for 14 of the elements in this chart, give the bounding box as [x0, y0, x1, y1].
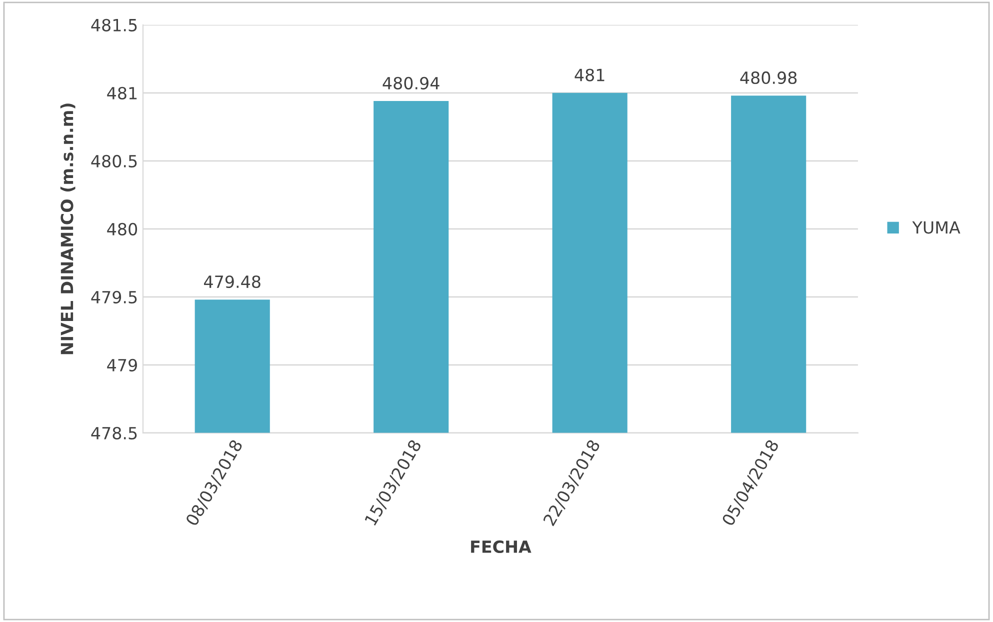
- y-tick-label: 480.5: [91, 154, 137, 168]
- data-label: 481: [574, 68, 604, 82]
- y-tick-label: 478.5: [91, 426, 137, 440]
- data-label: 480.94: [382, 76, 440, 90]
- y-tick-label: 481: [107, 86, 137, 100]
- y-tick-label: 481.5: [91, 18, 137, 32]
- legend-label: YUMA: [912, 221, 960, 234]
- data-label: 480.98: [740, 71, 797, 84]
- y-axis-title: NIVEL DINAMICO (m.s.n.m): [60, 104, 76, 354]
- y-tick-label: 480: [107, 222, 138, 236]
- x-axis-title: FECHA: [471, 540, 532, 554]
- data-label: 479.48: [204, 275, 260, 288]
- y-tick-label: 479.5: [91, 290, 137, 304]
- y-tick-label: 479: [107, 358, 137, 372]
